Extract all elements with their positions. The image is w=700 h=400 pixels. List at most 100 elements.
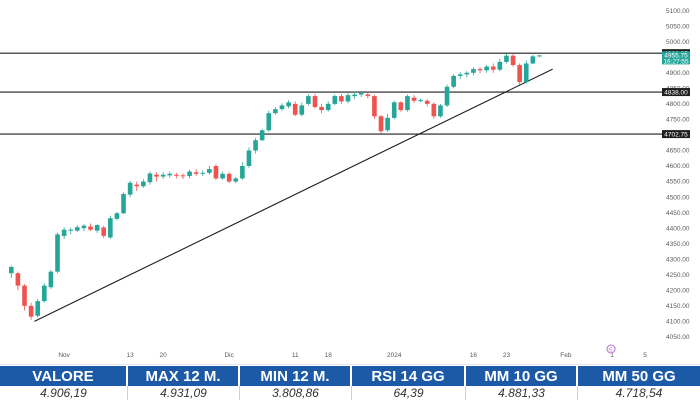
candle-up[interactable] <box>471 67 476 76</box>
candle-up[interactable] <box>279 103 285 111</box>
candle-up[interactable] <box>200 170 206 176</box>
candle-up[interactable] <box>108 215 113 240</box>
candle-up[interactable] <box>61 227 67 240</box>
candle-down[interactable] <box>490 63 496 73</box>
candle-up[interactable] <box>286 100 291 109</box>
candle-up[interactable] <box>68 227 74 235</box>
candle-up[interactable] <box>451 74 456 89</box>
candle-up[interactable] <box>240 162 245 180</box>
candle-down[interactable] <box>424 99 430 107</box>
candle-body <box>523 63 529 83</box>
candle-up[interactable] <box>114 211 120 221</box>
candle-up[interactable] <box>121 192 126 215</box>
candle-body <box>68 229 74 231</box>
candle-up[interactable] <box>160 172 166 180</box>
candle-up[interactable] <box>332 94 338 106</box>
candle-up[interactable] <box>233 176 239 184</box>
candle-up[interactable] <box>246 147 252 168</box>
candle-up[interactable] <box>299 102 305 117</box>
candle-body <box>174 174 179 176</box>
candle-up[interactable] <box>464 71 470 78</box>
candle-up[interactable] <box>537 54 542 58</box>
candle-down[interactable] <box>226 172 232 184</box>
candle-up[interactable] <box>444 84 450 107</box>
x-tick-label: 2024 <box>387 352 402 359</box>
candle-up[interactable] <box>220 171 225 180</box>
candle-up[interactable] <box>504 53 509 64</box>
candle-up[interactable] <box>345 92 351 104</box>
candle-up[interactable] <box>8 265 14 278</box>
candle-down[interactable] <box>28 302 34 320</box>
candle-up[interactable] <box>127 180 133 198</box>
candle-down[interactable] <box>398 101 404 112</box>
candle-up[interactable] <box>81 224 87 232</box>
candle-down[interactable] <box>477 67 483 74</box>
candle-up[interactable] <box>352 91 357 100</box>
candle-up[interactable] <box>391 100 397 120</box>
candle-up[interactable] <box>306 94 311 106</box>
candle-up[interactable] <box>207 166 212 175</box>
candle-up[interactable] <box>273 106 278 115</box>
x-tick-label: Feb <box>560 352 572 359</box>
candle-down[interactable] <box>378 114 384 134</box>
candle-up[interactable] <box>325 101 331 112</box>
candle-down[interactable] <box>213 164 219 180</box>
candle-down[interactable] <box>134 181 140 191</box>
candle-down[interactable] <box>411 95 417 104</box>
support-trendline[interactable] <box>34 68 553 322</box>
candle-up[interactable] <box>94 224 100 233</box>
event-marker[interactable]: E <box>606 344 616 354</box>
header-mm-50gg: MM 50 GG <box>578 366 700 386</box>
candle-down[interactable] <box>15 271 21 291</box>
candle-down[interactable] <box>319 103 324 114</box>
candle-down[interactable] <box>101 225 107 239</box>
candle-down[interactable] <box>174 172 179 179</box>
candle-up[interactable] <box>497 58 503 72</box>
x-tick-label: Dic <box>224 352 234 359</box>
candle-up[interactable] <box>187 169 192 179</box>
candle-down[interactable] <box>180 173 186 180</box>
candle-body <box>299 105 305 115</box>
candle-up[interactable] <box>418 98 423 103</box>
candle-down[interactable] <box>292 101 298 117</box>
candle-down[interactable] <box>365 92 371 99</box>
candle-down[interactable] <box>88 223 93 232</box>
candle-up[interactable] <box>530 54 536 65</box>
candle-body <box>339 96 344 102</box>
candle-down[interactable] <box>154 172 159 182</box>
candle-up[interactable] <box>457 72 463 80</box>
candle-up[interactable] <box>147 171 153 185</box>
candle-up[interactable] <box>35 298 41 318</box>
candle-body <box>121 193 126 214</box>
candle-up[interactable] <box>141 179 146 188</box>
candle-down[interactable] <box>193 169 199 176</box>
candle-down[interactable] <box>517 63 522 85</box>
candle-up[interactable] <box>358 90 364 98</box>
candle-up[interactable] <box>253 138 258 154</box>
candle-down[interactable] <box>339 93 344 104</box>
candle-up[interactable] <box>385 113 390 132</box>
candle-up[interactable] <box>438 103 443 118</box>
header-max-12m: MAX 12 M. <box>128 366 240 386</box>
candle-down[interactable] <box>431 102 437 119</box>
candle-down[interactable] <box>312 93 318 109</box>
candle-up[interactable] <box>259 128 265 142</box>
candle-down[interactable] <box>22 284 27 311</box>
candle-up[interactable] <box>42 283 47 303</box>
candle-down[interactable] <box>510 53 516 67</box>
candle-down[interactable] <box>372 94 377 119</box>
candle-body <box>312 96 318 107</box>
candle-up[interactable] <box>484 65 489 73</box>
candle-body <box>55 234 60 272</box>
candle-up[interactable] <box>48 270 54 289</box>
candle-up[interactable] <box>75 225 80 232</box>
candle-body <box>358 92 364 95</box>
current-price-label: 4955.75 <box>664 52 688 59</box>
candle-up[interactable] <box>167 171 173 178</box>
y-tick-label: 4250.00 <box>666 272 690 279</box>
candle-body <box>405 96 410 111</box>
candle-up[interactable] <box>55 232 60 274</box>
candle-up[interactable] <box>266 110 272 132</box>
candle-up[interactable] <box>523 60 529 84</box>
candle-up[interactable] <box>405 94 410 112</box>
